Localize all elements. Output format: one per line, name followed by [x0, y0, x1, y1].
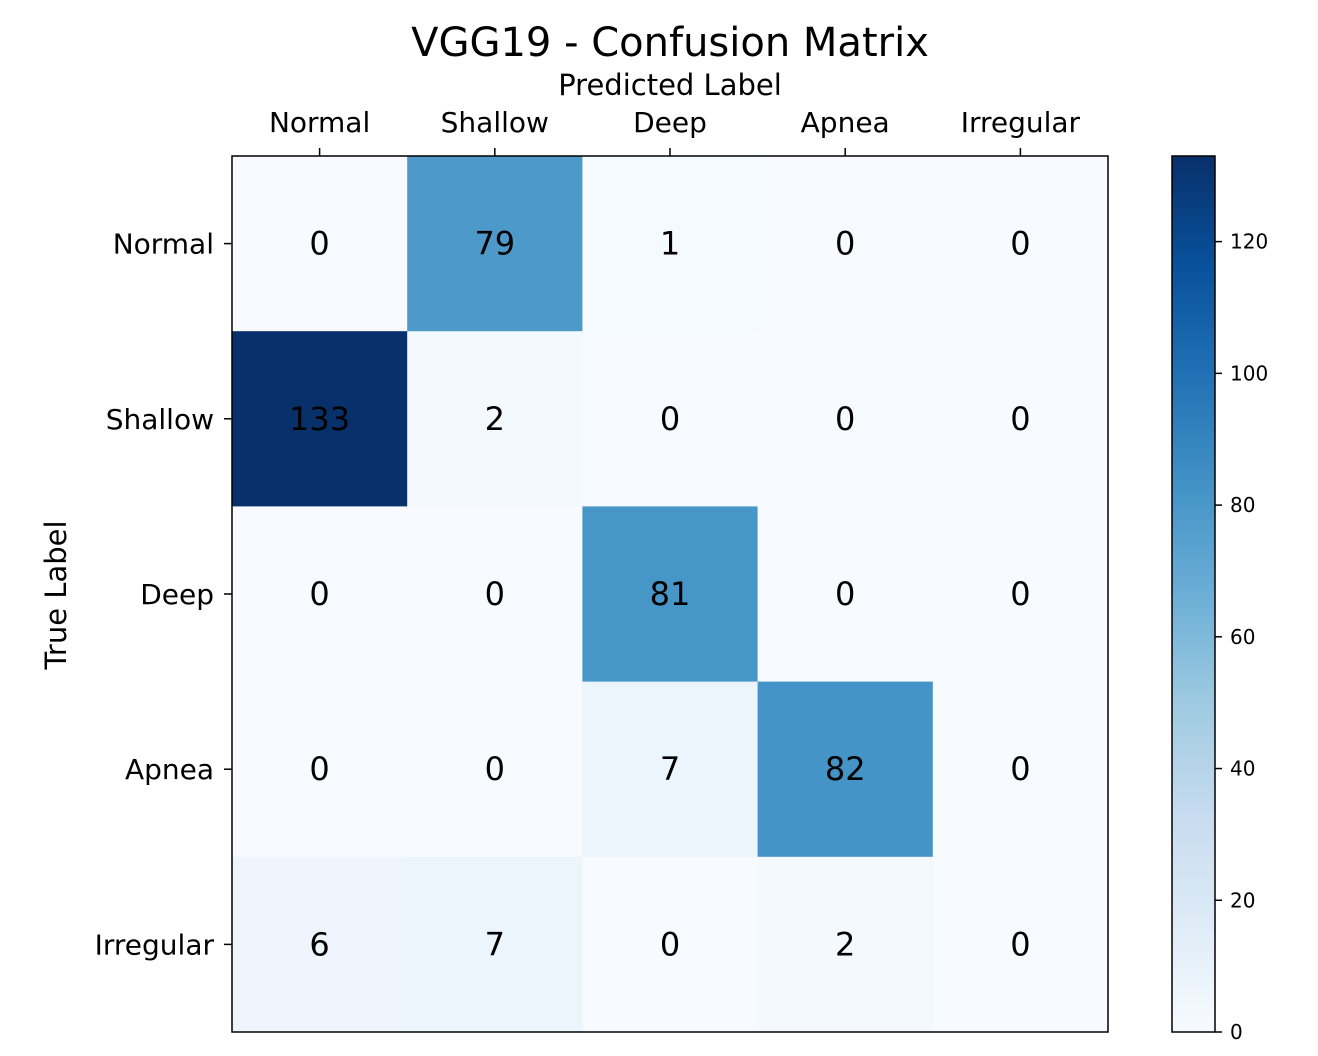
colorbar-tick-label: 40	[1230, 757, 1255, 781]
cell-value-label: 2	[835, 925, 855, 963]
cell-value-label: 0	[835, 400, 855, 438]
heatmap-cell	[582, 681, 759, 858]
heatmap-cell	[757, 331, 934, 507]
cell-value-label: 82	[825, 750, 866, 788]
y-tick-label: Shallow	[106, 403, 214, 436]
cell-value-label: 2	[485, 400, 505, 438]
cell-value-label: 0	[1010, 225, 1030, 263]
heatmap-cell	[407, 156, 583, 332]
heatmap-cell	[407, 506, 583, 683]
heatmap-cell	[232, 506, 408, 683]
cell-value-label: 0	[485, 575, 505, 613]
heatmap-cell	[232, 856, 408, 1033]
heatmap-cell	[407, 681, 583, 858]
heatmap-cell	[582, 506, 759, 683]
cell-value-label: 0	[660, 400, 680, 438]
x-tick-label: Shallow	[441, 106, 549, 139]
colorbar-tick-label: 120	[1230, 230, 1268, 254]
cell-value-label: 6	[309, 925, 329, 963]
colorbar-tick-label: 80	[1230, 493, 1255, 517]
chart-title: VGG19 - Confusion Matrix	[411, 20, 929, 66]
y-tick-label: Normal	[113, 228, 214, 261]
cell-value-label: 0	[660, 925, 680, 963]
x-tick-label: Irregular	[961, 106, 1081, 139]
y-axis-ticks: Normal Shallow Deep Apnea Irregular	[95, 228, 232, 961]
heatmap-cell	[582, 156, 759, 332]
heatmap-cell	[757, 156, 934, 332]
y-tick-label: Irregular	[95, 928, 215, 961]
cell-value-label: 133	[289, 400, 350, 438]
x-tick-label: Deep	[633, 106, 707, 139]
x-axis-ticks: Normal Shallow Deep Apnea Irregular	[269, 106, 1081, 156]
y-tick-label: Apnea	[125, 753, 214, 786]
heatmap-cell	[232, 681, 408, 858]
x-tick-label: Normal	[269, 106, 370, 139]
cell-value-label: 81	[650, 575, 691, 613]
cell-value-label: 0	[1010, 750, 1030, 788]
cell-value-label: 1	[660, 225, 680, 263]
cell-value-label: 0	[485, 750, 505, 788]
heatmap-cell	[232, 156, 408, 332]
heatmap-cell	[757, 681, 934, 858]
heatmap-cell	[932, 331, 1109, 507]
cell-value-label: 0	[1010, 925, 1030, 963]
x-axis-label: Predicted Label	[558, 68, 782, 102]
heatmap-cell	[582, 856, 759, 1033]
y-axis-label: True Label	[39, 520, 73, 670]
cell-value-label: 0	[835, 575, 855, 613]
heatmap-cell	[407, 331, 583, 507]
heatmap-cell	[932, 156, 1109, 332]
colorbar: 0 20 40 60 80 100 120	[1171, 155, 1268, 1044]
cell-value-label: 7	[660, 750, 680, 788]
heatmap-cell	[932, 681, 1109, 858]
cell-value-label: 0	[835, 225, 855, 263]
heatmap-cell	[582, 331, 759, 507]
heatmap-cell	[932, 506, 1109, 683]
heatmap-cell	[932, 856, 1109, 1033]
colorbar-tick-label: 20	[1230, 888, 1255, 912]
cell-value-label: 0	[309, 750, 329, 788]
heatmap-cells	[232, 156, 1109, 1033]
colorbar-tick-label: 60	[1230, 625, 1255, 649]
cell-value-label: 0	[309, 225, 329, 263]
heatmap-cell	[407, 856, 583, 1033]
cell-value-label: 7	[485, 925, 505, 963]
colorbar-tick-label: 100	[1230, 361, 1268, 385]
x-tick-label: Apnea	[801, 106, 890, 139]
heatmap-cell	[757, 506, 934, 683]
heatmap-cell-labels: 0 79 1 0 0 133 2 0 0 0 0 0 81 0 0 0 0 7 82 0 6 7 0 2 0	[289, 225, 1031, 964]
heatmap-cell	[757, 856, 934, 1033]
cell-value-label: 0	[1010, 575, 1030, 613]
cell-value-label: 0	[1010, 400, 1030, 438]
cell-value-label: 79	[474, 225, 515, 263]
colorbar-gradient	[1171, 155, 1216, 1033]
colorbar-tick-label: 0	[1230, 1020, 1243, 1044]
cell-value-label: 0	[309, 575, 329, 613]
y-tick-label: Deep	[140, 578, 214, 611]
heatmap-cell	[232, 331, 408, 507]
